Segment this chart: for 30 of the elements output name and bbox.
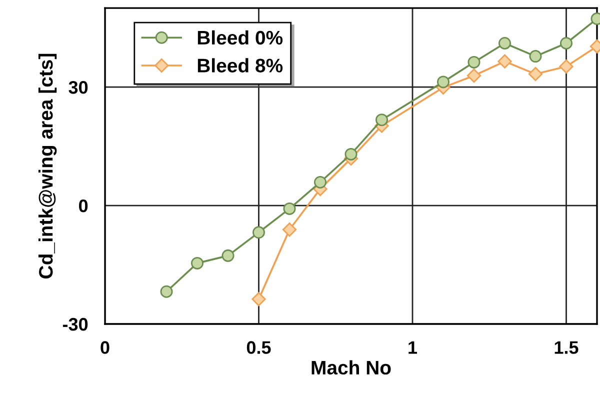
point bbox=[437, 76, 450, 88]
y-tick-label: -30 bbox=[62, 318, 88, 331]
y-axis-title: Cd_intk@wing area [cts] bbox=[38, 54, 57, 278]
legend-label: Bleed 8% bbox=[198, 58, 283, 72]
x-tick-label: 0 bbox=[100, 341, 110, 354]
point bbox=[528, 66, 543, 82]
x-tick-label: 1.5 bbox=[554, 341, 578, 354]
point bbox=[344, 148, 358, 160]
point bbox=[252, 226, 265, 239]
point bbox=[222, 249, 234, 262]
point bbox=[529, 50, 542, 63]
point bbox=[376, 114, 388, 126]
point bbox=[283, 202, 296, 215]
point bbox=[314, 176, 326, 188]
point bbox=[559, 59, 574, 74]
point bbox=[498, 36, 511, 50]
point bbox=[560, 36, 572, 50]
x-axis-title: Mach No bbox=[312, 360, 391, 375]
point bbox=[468, 56, 480, 68]
x-tick-label: 0.5 bbox=[246, 341, 271, 354]
y-tick-label: 0 bbox=[79, 199, 88, 212]
x-tick-label: 1 bbox=[408, 341, 418, 354]
point bbox=[498, 54, 512, 68]
y-tick-label: 30 bbox=[68, 81, 88, 94]
point bbox=[160, 285, 173, 298]
point bbox=[282, 222, 297, 237]
point bbox=[466, 68, 482, 83]
point bbox=[191, 256, 204, 270]
point bbox=[252, 292, 266, 306]
legend-label: Bleed 0% bbox=[198, 30, 283, 45]
